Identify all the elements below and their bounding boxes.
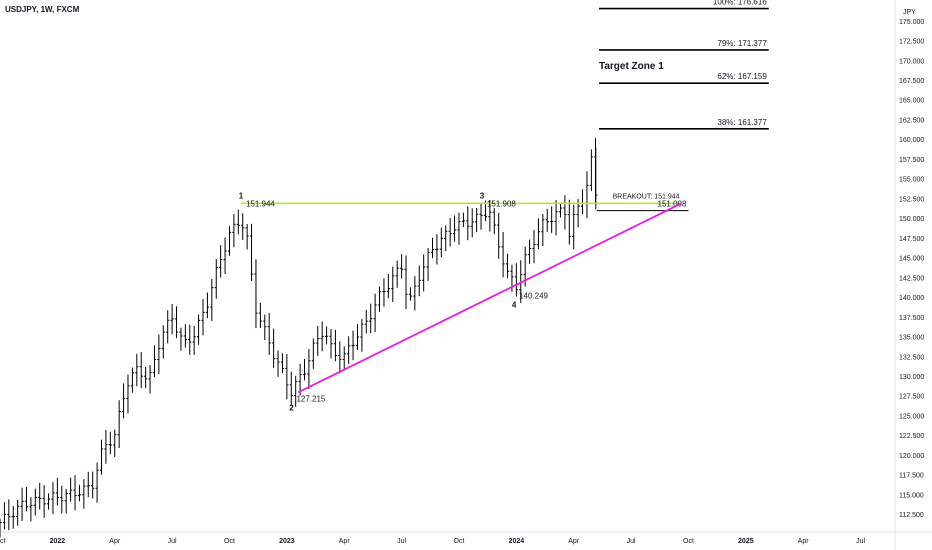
- y-tick-label: 122.500: [899, 433, 924, 440]
- level-151-label: 151.008: [658, 200, 687, 209]
- swing-point-value: 151.944: [246, 199, 275, 208]
- swing-point-label: 3: [480, 192, 485, 201]
- y-tick-label: 170.000: [899, 58, 924, 65]
- y-tick-label: 147.500: [899, 236, 924, 243]
- x-tick-label: Jul: [856, 538, 865, 545]
- x-tick-label: 2024: [509, 538, 525, 545]
- x-tick-label: 2023: [279, 538, 295, 545]
- target-zone-label: Target Zone 1: [599, 61, 664, 72]
- fib-level-label: 100%: 176.616: [713, 0, 767, 7]
- fib-level-label: 38%: 161.377: [717, 118, 767, 127]
- y-tick-label: 120.000: [899, 453, 924, 460]
- y-tick-label: 137.500: [899, 315, 924, 322]
- x-tick-label: Apr: [798, 538, 810, 545]
- swing-point-label: 4: [512, 301, 517, 310]
- y-tick-label: 175.000: [899, 19, 924, 26]
- y-tick-label: 135.000: [899, 335, 924, 342]
- y-tick-label: 117.500: [899, 473, 924, 480]
- y-tick-label: 162.500: [899, 117, 924, 124]
- y-tick-label: 130.000: [899, 374, 924, 381]
- x-tick-label: Apr: [339, 538, 351, 545]
- y-tick-label: 145.000: [899, 256, 924, 263]
- symbol-title: USDJPY, 1W, FXCM: [5, 5, 80, 14]
- y-tick-label: 172.500: [899, 39, 924, 46]
- y-tick-label: 115.000: [899, 492, 924, 499]
- y-tick-label: 157.500: [899, 157, 924, 164]
- swing-point-value: 140.249: [519, 292, 548, 301]
- x-tick-label: Oct: [0, 538, 5, 545]
- x-tick-label: Jul: [627, 538, 636, 545]
- x-tick-label: Jul: [397, 538, 406, 545]
- y-tick-label: 132.500: [899, 354, 924, 361]
- swing-point-label: 1: [239, 191, 244, 200]
- y-tick-label: 160.000: [899, 137, 924, 144]
- y-tick-label: 127.500: [899, 394, 924, 401]
- y-tick-label: 112.500: [899, 512, 924, 519]
- y-tick-label: 165.000: [899, 98, 924, 105]
- x-tick-label: Oct: [683, 538, 694, 545]
- y-tick-label: 150.000: [899, 216, 924, 223]
- x-tick-label: Oct: [454, 538, 465, 545]
- support-trendline: [297, 202, 682, 394]
- swing-point-label: 2: [289, 403, 294, 412]
- breakout-label: BREAKOUT: 151.944: [613, 193, 680, 200]
- y-tick-label: 155.000: [899, 177, 924, 184]
- y-tick-label: 125.000: [899, 413, 924, 420]
- x-tick-label: 2022: [50, 538, 66, 545]
- y-tick-label: 167.500: [899, 78, 924, 85]
- x-tick-label: 2025: [738, 538, 754, 545]
- x-tick-label: Apr: [109, 538, 121, 545]
- x-tick-label: Oct: [224, 538, 235, 545]
- swing-point-value: 151.908: [487, 200, 516, 209]
- y-tick-label: 142.500: [899, 275, 924, 282]
- price-axis-currency: JPY: [903, 9, 916, 16]
- swing-point-value: 127.215: [296, 394, 325, 403]
- fib-level-label: 62%: 167.159: [717, 72, 767, 81]
- x-tick-label: Jul: [168, 538, 177, 545]
- y-tick-label: 140.000: [899, 295, 924, 302]
- y-tick-label: 152.500: [899, 196, 924, 203]
- fib-level-label: 79%: 171.377: [717, 39, 767, 48]
- x-tick-label: Apr: [568, 538, 580, 545]
